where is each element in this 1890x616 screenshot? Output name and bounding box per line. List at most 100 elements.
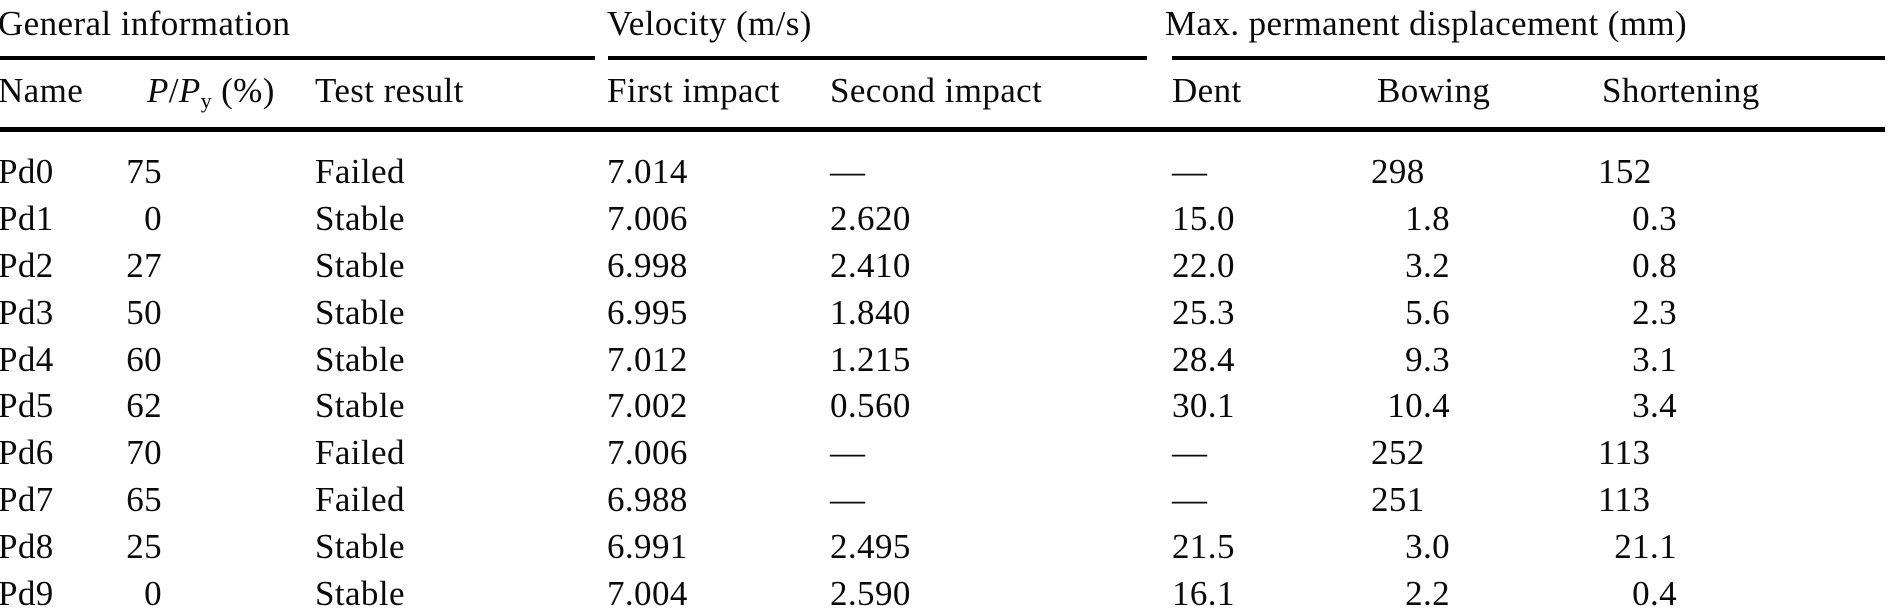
cell-name: Pd1 — [0, 198, 54, 238]
cell-name: Pd0 — [0, 152, 54, 191]
header-rule-full-width — [0, 127, 1885, 132]
cell-first-impact: 6.995 — [607, 292, 688, 332]
ppy-slash: / — [168, 71, 179, 110]
table-row: Pd6 70 Failed 7.006 — — 252 113 — [0, 430, 1890, 477]
cell-bowing: 298 — [1371, 152, 1425, 191]
table-row: Pd0 75 Failed 7.014 — — 298 152 — [0, 149, 1890, 196]
table-row: Pd9 0 Stable 7.004 2.590 16.1 2.2 0.4 — [0, 571, 1890, 616]
cell-name: Pd5 — [0, 386, 54, 426]
cell-bowing: 252 — [1371, 433, 1425, 473]
cell-first-impact: 7.012 — [607, 339, 688, 379]
cell-bowing: 5.6 — [1405, 292, 1451, 332]
cell-test-result: Stable — [315, 339, 405, 379]
cell-dent: 16.1 — [1172, 574, 1235, 614]
cell-shortening: 21.1 — [1614, 527, 1678, 567]
cell-name: Pd9 — [0, 574, 54, 614]
table-row: Pd8 25 Stable 6.991 2.495 21.5 3.0 21.1 — [0, 524, 1890, 571]
col-header-second-impact: Second impact — [830, 71, 1043, 110]
cell-test-result: Stable — [315, 292, 405, 332]
ppy-symbol-p2: P — [178, 71, 201, 110]
cell-bowing: 9.3 — [1405, 339, 1451, 379]
ppy-unit: (%) — [211, 71, 275, 110]
cell-second-impact: 2.620 — [830, 198, 911, 238]
ppy-subscript-y: y — [200, 89, 212, 114]
group-header-general-information: General information — [0, 4, 291, 43]
cell-first-impact: 6.998 — [607, 245, 688, 285]
cell-dent: — — [1172, 152, 1208, 191]
cell-second-impact: — — [830, 433, 866, 473]
cell-ppy: 65 — [126, 480, 162, 520]
cell-ppy: 50 — [126, 292, 162, 332]
cell-test-result: Stable — [315, 527, 405, 567]
table-row: Pd7 65 Failed 6.988 — — 251 113 — [0, 477, 1890, 524]
cell-ppy: 70 — [126, 433, 162, 473]
cell-ppy: 0 — [144, 574, 162, 614]
cell-test-result: Failed — [315, 433, 405, 473]
cell-ppy: 0 — [144, 198, 162, 238]
cell-bowing: 2.2 — [1405, 574, 1451, 614]
cell-test-result: Stable — [315, 198, 405, 238]
table-row: Pd4 60 Stable 7.012 1.215 28.4 9.3 3.1 — [0, 337, 1890, 384]
cell-bowing: 251 — [1371, 480, 1425, 520]
group-rule-general-information — [0, 56, 595, 60]
col-header-name: Name — [0, 71, 84, 110]
cell-first-impact: 7.006 — [607, 433, 688, 473]
cell-shortening: 0.3 — [1632, 198, 1678, 238]
cell-second-impact: 1.215 — [830, 339, 911, 379]
cell-second-impact: 0.560 — [830, 386, 911, 426]
cell-shortening: 0.4 — [1632, 574, 1678, 614]
cell-bowing: 1.8 — [1405, 198, 1451, 238]
cell-dent: — — [1172, 480, 1208, 520]
cell-ppy: 62 — [126, 386, 162, 426]
cell-dent: 15.0 — [1172, 198, 1235, 238]
table-row: Pd5 62 Stable 7.002 0.560 30.1 10.4 3.4 — [0, 383, 1890, 430]
cell-shortening: 0.8 — [1632, 245, 1678, 285]
cell-first-impact: 6.991 — [607, 527, 688, 567]
cell-second-impact: 2.590 — [830, 574, 911, 614]
cell-ppy: 75 — [126, 152, 162, 191]
cell-test-result: Failed — [315, 152, 405, 191]
cell-bowing: 3.2 — [1405, 245, 1451, 285]
cell-test-result: Failed — [315, 480, 405, 520]
cell-dent: 28.4 — [1172, 339, 1235, 379]
cell-second-impact: 2.410 — [830, 245, 911, 285]
col-header-test-result: Test result — [315, 71, 464, 110]
group-header-max-permanent-displacement: Max. permanent displacement (mm) — [1165, 4, 1688, 43]
cell-ppy: 25 — [126, 527, 162, 567]
cell-first-impact: 7.002 — [607, 386, 688, 426]
cell-name: Pd2 — [0, 245, 54, 285]
cell-shortening: 113 — [1598, 480, 1651, 520]
cell-second-impact: — — [830, 152, 866, 191]
cell-ppy: 60 — [126, 339, 162, 379]
cell-shortening: 3.1 — [1632, 339, 1678, 379]
cell-shortening: 152 — [1598, 152, 1652, 191]
group-rule-velocity — [608, 56, 1147, 60]
cell-shortening: 3.4 — [1632, 386, 1678, 426]
table-row: Pd1 0 Stable 7.006 2.620 15.0 1.8 0.3 — [0, 196, 1890, 243]
cell-test-result: Stable — [315, 574, 405, 614]
cell-first-impact: 7.006 — [607, 198, 688, 238]
col-header-p-over-py: P/Py (%) — [147, 71, 275, 114]
cell-name: Pd8 — [0, 527, 54, 567]
cell-first-impact: 7.004 — [607, 574, 688, 614]
col-header-bowing: Bowing — [1377, 71, 1491, 110]
group-rule-max-permanent-displacement — [1172, 56, 1885, 60]
cell-name: Pd3 — [0, 292, 54, 332]
cell-test-result: Stable — [315, 245, 405, 285]
group-header-velocity: Velocity (m/s) — [607, 4, 812, 43]
cell-second-impact: — — [830, 480, 866, 520]
cell-ppy: 27 — [126, 245, 162, 285]
cell-bowing: 3.0 — [1405, 527, 1451, 567]
table-body: Pd0 75 Failed 7.014 — — 298 152 Pd1 0 Stable 7.006 2… — [0, 149, 1890, 616]
cell-shortening: 2.3 — [1632, 292, 1678, 332]
cell-name: Pd6 — [0, 433, 54, 473]
cell-name: Pd4 — [0, 339, 54, 379]
cell-first-impact: 6.988 — [607, 480, 688, 520]
cell-first-impact: 7.014 — [607, 152, 688, 191]
cell-dent: 25.3 — [1172, 292, 1235, 332]
cell-dent: 22.0 — [1172, 245, 1235, 285]
cell-shortening: 113 — [1598, 433, 1651, 473]
col-header-dent: Dent — [1172, 71, 1242, 110]
cell-test-result: Stable — [315, 386, 405, 426]
